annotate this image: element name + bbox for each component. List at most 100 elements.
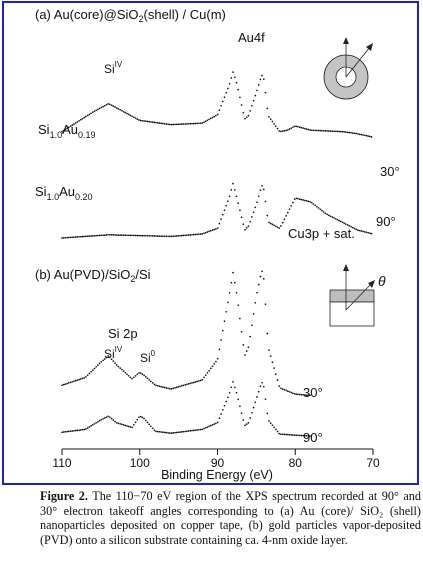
data-point: [288, 128, 291, 130]
data-point: [242, 419, 245, 421]
data-point: [216, 113, 219, 116]
data-point: [281, 433, 284, 436]
data-point: [156, 384, 159, 387]
data-point: [146, 120, 149, 123]
data-point: [338, 219, 340, 222]
data-point: [153, 121, 156, 124]
data-point: [98, 419, 101, 422]
data-point: [281, 221, 284, 224]
data-point: [64, 128, 67, 131]
data-point: [302, 127, 305, 129]
data-point: [336, 130, 339, 133]
data-point: [358, 229, 361, 232]
data-point: [278, 385, 281, 387]
spectra-group: [61, 71, 373, 437]
data-point: [187, 122, 190, 125]
data-point: [245, 116, 248, 119]
data-point: [107, 233, 110, 236]
data-point: [237, 88, 240, 91]
data-point: [321, 209, 323, 212]
data-point: [93, 110, 96, 113]
data-point: [144, 376, 147, 378]
data-point: [163, 122, 166, 125]
data-point: [121, 423, 123, 426]
data-point: [232, 271, 234, 274]
data-point: [357, 132, 359, 135]
data-point: [167, 235, 169, 238]
data-point: [309, 129, 311, 131]
data-point: [180, 385, 183, 387]
data-point: [114, 362, 116, 364]
data-point: [83, 428, 86, 431]
label-a-90deg: 90°: [376, 214, 396, 229]
data-point: [91, 111, 94, 114]
data-point: [97, 420, 99, 423]
data-point: [256, 291, 258, 294]
data-point: [251, 324, 253, 327]
data-point: [186, 234, 188, 237]
data-point: [297, 434, 299, 437]
data-point: [310, 201, 313, 204]
data-point: [107, 103, 110, 105]
data-point: [201, 428, 204, 431]
data-point: [97, 234, 99, 237]
data-point: [244, 354, 246, 356]
data-point: [194, 429, 197, 432]
data-point: [93, 234, 96, 237]
data-point: [74, 122, 77, 124]
data-point: [281, 388, 284, 390]
data-point: [127, 113, 130, 116]
data-point: [274, 428, 277, 431]
data-point: [158, 122, 161, 124]
data-point: [109, 356, 111, 359]
label-b-30deg: 30°: [303, 385, 323, 400]
data-point: [293, 393, 296, 395]
x-tick-label-90: 90: [211, 456, 225, 470]
data-point: [73, 236, 75, 239]
data-point: [127, 234, 130, 237]
data-point: [110, 417, 113, 420]
data-point: [334, 217, 337, 220]
data-point: [196, 122, 198, 125]
data-point: [273, 123, 275, 125]
data-point: [98, 234, 101, 237]
data-point: [369, 232, 371, 235]
data-point: [305, 434, 308, 437]
data-point: [199, 379, 202, 382]
data-point: [78, 378, 80, 381]
xps-figure: (a) Au(core)@SiO2(shell) / Cu(m) Au4f Si…: [35, 7, 400, 482]
data-point: [360, 230, 363, 232]
data-point: [271, 361, 274, 363]
data-point: [228, 82, 231, 85]
data-point: [122, 370, 125, 373]
data-point: [150, 380, 152, 383]
data-point: [105, 356, 108, 359]
data-point: [216, 421, 219, 424]
data-point: [78, 429, 80, 432]
data-point: [204, 231, 207, 234]
data-point: [66, 236, 68, 239]
data-point: [329, 215, 332, 218]
data-point: [151, 235, 154, 237]
data-point: [216, 357, 219, 360]
data-point: [182, 430, 185, 433]
data-point: [102, 359, 104, 362]
data-point: [143, 374, 145, 377]
data-point: [249, 335, 252, 338]
data-point: [168, 387, 171, 390]
data-point: [131, 234, 133, 237]
data-point: [69, 236, 72, 239]
data-point: [187, 383, 190, 385]
data-point: [348, 224, 351, 227]
data-point: [194, 381, 197, 383]
data-point: [292, 434, 294, 436]
data-point: [69, 125, 72, 128]
data-point: [276, 127, 279, 130]
data-point: [351, 226, 354, 229]
data-point: [240, 330, 243, 333]
data-point: [288, 390, 291, 393]
data-point: [343, 222, 346, 225]
data-point: [115, 107, 118, 109]
data-point: [269, 355, 272, 357]
data-point: [76, 429, 79, 432]
